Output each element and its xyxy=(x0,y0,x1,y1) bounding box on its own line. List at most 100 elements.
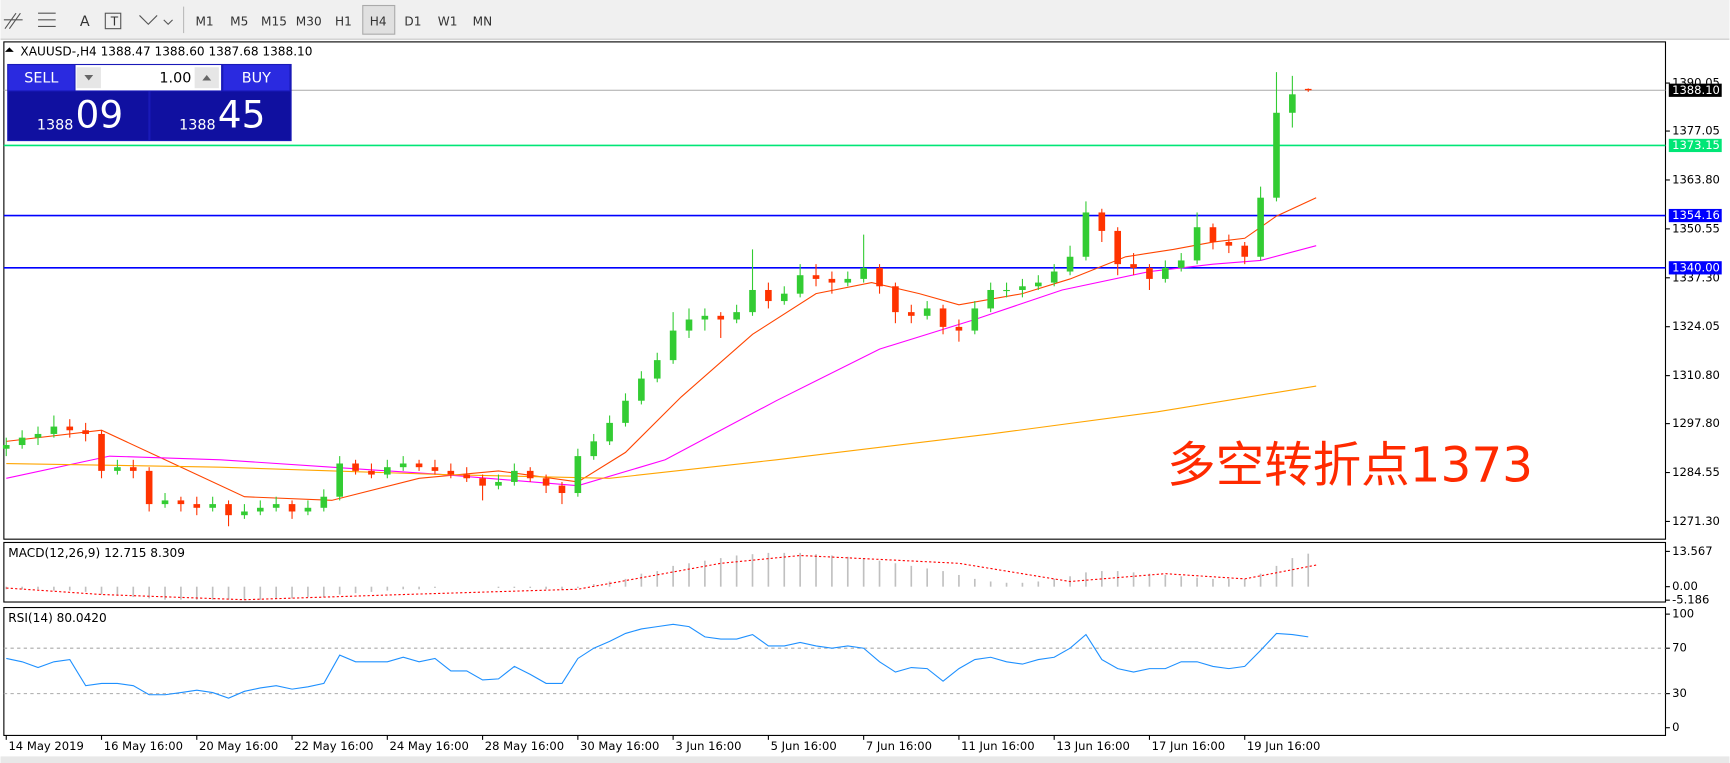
buy-label[interactable]: BUY xyxy=(242,70,271,86)
candle-body xyxy=(288,504,296,512)
candle-body xyxy=(50,426,58,434)
level-label: 1354.16 xyxy=(1672,208,1720,222)
candle-body xyxy=(955,326,963,331)
candle-body xyxy=(606,422,613,442)
y-tick-label: 1377.05 xyxy=(1672,124,1720,138)
x-tick-label: 11 Jun 16:00 xyxy=(961,739,1034,753)
text-tool[interactable]: A xyxy=(80,14,90,30)
x-tick-label: 5 Jun 16:00 xyxy=(771,739,837,753)
sell-price-box[interactable] xyxy=(8,91,149,141)
candle-body xyxy=(1019,286,1026,290)
candle-body xyxy=(749,289,756,313)
candle-body xyxy=(272,504,280,508)
buy-price-big: 1388 xyxy=(179,118,215,134)
main-chart: 1390.051377.051363.801350.551337.301324.… xyxy=(2,72,1722,753)
candle-body xyxy=(876,267,883,287)
y-tick-label: 1363.80 xyxy=(1672,172,1720,186)
candle-body xyxy=(177,500,185,505)
timeframe-button[interactable]: M5 xyxy=(230,15,248,29)
candle-body xyxy=(1289,94,1296,113)
y-tick-label: 1350.55 xyxy=(1672,221,1720,235)
level-tag xyxy=(1668,138,1722,153)
candle-body xyxy=(812,275,820,279)
level-tag xyxy=(1668,208,1722,223)
tool-icon[interactable] xyxy=(38,12,56,28)
lot-value[interactable]: 1.00 xyxy=(159,70,191,86)
rsi-chart: 100 70 30 0 RSI(14) 80.0420 xyxy=(3,607,1694,734)
candle-body xyxy=(844,278,852,283)
timeframe-button[interactable]: MN xyxy=(473,15,493,29)
sell-label[interactable]: SELL xyxy=(24,70,58,86)
timeframe-button[interactable]: D1 xyxy=(404,15,421,29)
candle-body xyxy=(209,504,216,508)
timeframe-button[interactable]: H1 xyxy=(335,15,352,29)
buy-price-box[interactable] xyxy=(150,91,291,141)
level-tag xyxy=(1668,261,1722,275)
candle-body xyxy=(114,467,121,471)
y-tick-label: 70 xyxy=(1672,641,1687,655)
candle-body xyxy=(431,467,439,471)
candle-body xyxy=(320,496,328,508)
candle-body xyxy=(145,470,153,505)
annotation: 多空转折点1373 xyxy=(1167,438,1533,494)
y-tick-label: -5.186 xyxy=(1672,593,1709,607)
level-label: 1373.15 xyxy=(1672,138,1720,152)
buy-button[interactable] xyxy=(223,65,290,91)
rsi-line xyxy=(6,623,1309,699)
moving-average xyxy=(6,245,1317,487)
timeframe-button[interactable]: M30 xyxy=(296,15,322,29)
label-tool[interactable]: T xyxy=(110,15,119,29)
x-tick-label: 13 Jun 16:00 xyxy=(1056,739,1129,753)
candle-body xyxy=(685,319,693,331)
candle-body xyxy=(241,511,248,516)
candle-body xyxy=(161,500,169,505)
candle-body xyxy=(1082,212,1090,257)
timeframe-button[interactable]: M15 xyxy=(261,15,287,29)
collapse-icon[interactable] xyxy=(4,47,14,52)
candle-body xyxy=(2,445,10,449)
y-tick-label: 0.00 xyxy=(1672,579,1698,593)
last-price-tag xyxy=(1668,83,1722,97)
level-label: 1340.00 xyxy=(1672,260,1720,274)
y-tick-label: 0 xyxy=(1672,720,1679,734)
x-tick-label: 20 May 16:00 xyxy=(199,739,278,753)
tool-icon[interactable] xyxy=(139,15,173,26)
candle-body xyxy=(1114,230,1122,265)
candle-body xyxy=(225,504,232,516)
candle-body xyxy=(860,267,867,279)
timeframe-button[interactable]: H4 xyxy=(370,15,387,29)
candle-body xyxy=(923,308,931,316)
candle-body xyxy=(1193,227,1201,261)
candle-body xyxy=(939,308,947,327)
candle-body xyxy=(304,507,312,512)
candle-body xyxy=(463,474,471,479)
x-tick-label: 24 May 16:00 xyxy=(390,739,469,753)
candle-body xyxy=(526,470,534,479)
candle-body xyxy=(574,456,582,494)
indicator-title: RSI(14) 80.0420 xyxy=(8,611,106,625)
sell-price-big: 1388 xyxy=(37,118,73,134)
sell-button[interactable] xyxy=(8,65,75,91)
candle-body xyxy=(828,278,836,283)
x-tick-label: 28 May 16:00 xyxy=(485,739,564,753)
timeframe-button[interactable]: M1 xyxy=(195,15,213,29)
candle-body xyxy=(1257,197,1264,257)
tool-icon[interactable] xyxy=(3,12,23,29)
x-tick-label: 19 Jun 16:00 xyxy=(1247,739,1320,753)
y-tick-label: 1271.30 xyxy=(1672,514,1720,528)
candle-body xyxy=(399,463,407,468)
candle-body xyxy=(1209,227,1217,242)
candle-body xyxy=(590,441,598,457)
candle-body xyxy=(193,504,201,508)
tool-icon[interactable] xyxy=(104,12,122,30)
candle-body xyxy=(1177,260,1185,268)
candle-body xyxy=(622,400,629,423)
x-tick-label: 7 Jun 16:00 xyxy=(866,739,932,753)
candle-body xyxy=(733,312,740,320)
y-tick-label: 1324.05 xyxy=(1672,319,1720,333)
candle-body xyxy=(1098,212,1106,231)
candle-body xyxy=(511,470,518,482)
timeframe-button[interactable]: W1 xyxy=(438,15,458,29)
candle-body xyxy=(98,433,105,471)
